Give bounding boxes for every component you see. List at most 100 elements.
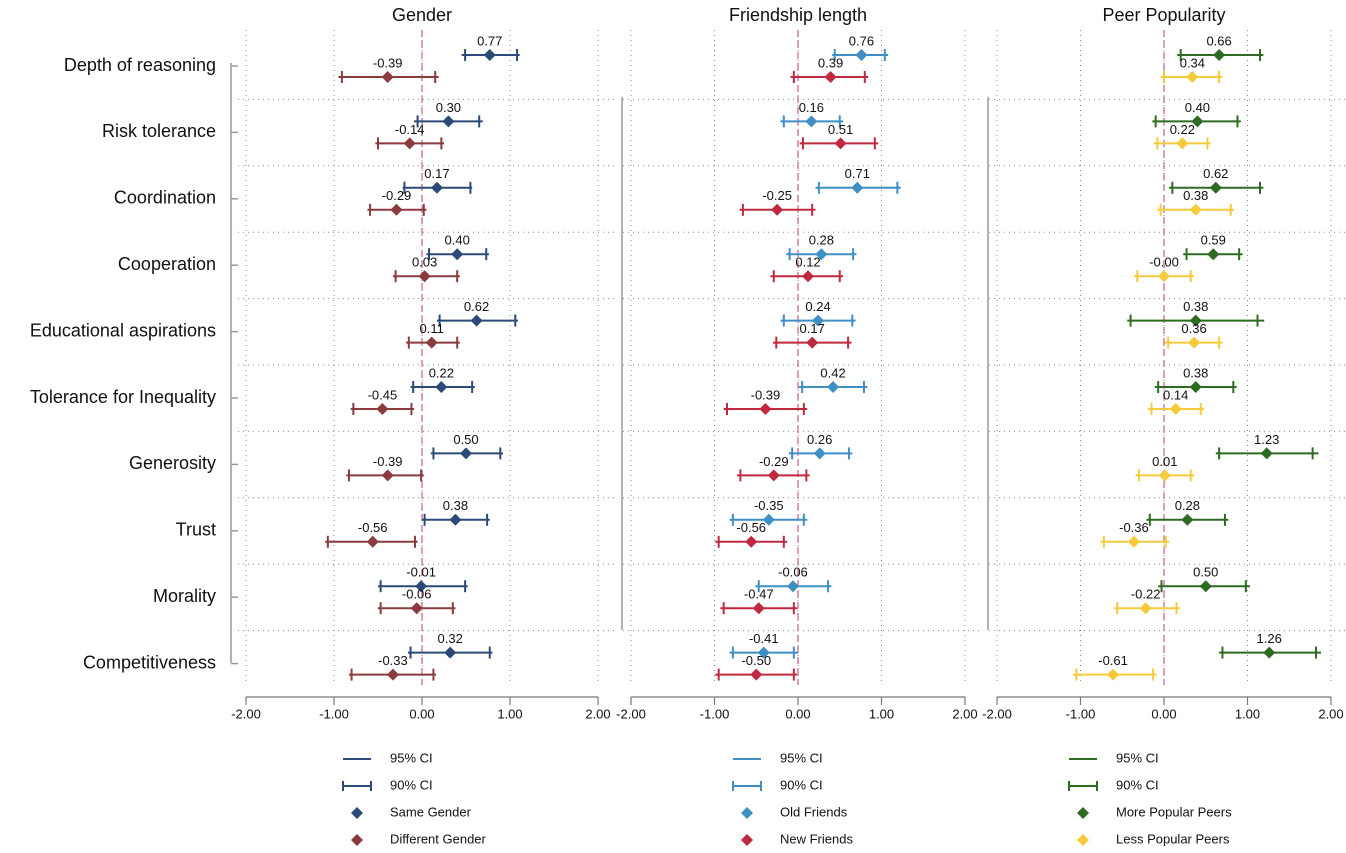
legend-label: New Friends — [780, 831, 853, 846]
value-label: 0.14 — [1163, 387, 1188, 402]
value-label: 0.38 — [1183, 365, 1208, 380]
point-estimate — [1189, 203, 1202, 216]
point-estimate — [767, 469, 780, 482]
point-estimate — [1107, 668, 1120, 681]
point-estimate — [470, 314, 483, 327]
legend-label: More Popular Peers — [1116, 804, 1232, 819]
point-estimate — [827, 381, 840, 393]
value-label: 0.12 — [795, 255, 820, 270]
value-label: -0.33 — [378, 653, 408, 668]
value-label: 0.42 — [820, 365, 845, 380]
point-estimate — [483, 49, 496, 61]
value-label: -0.39 — [373, 454, 403, 469]
legend-label: 90% CI — [390, 777, 433, 792]
x-tick-label: -2.00 — [616, 706, 646, 721]
value-label: 0.01 — [1152, 454, 1177, 469]
point-estimate — [1181, 513, 1194, 526]
point-estimate — [410, 602, 423, 615]
point-estimate — [813, 447, 826, 460]
legend-label: 90% CI — [780, 777, 823, 792]
point-estimate — [786, 580, 799, 593]
point-estimate — [815, 248, 828, 261]
x-tick-label: 1.00 — [1235, 706, 1260, 721]
point-estimate — [1169, 403, 1182, 415]
x-tick-label: -1.00 — [700, 706, 730, 721]
value-label: 0.28 — [1175, 498, 1200, 513]
x-tick-label: 2.00 — [952, 706, 977, 721]
point-estimate — [1260, 447, 1273, 460]
category-label: Risk tolerance — [102, 121, 216, 141]
point-estimate — [403, 137, 416, 150]
value-label: -0.06 — [778, 565, 808, 580]
point-estimate — [805, 115, 818, 128]
value-label: 1.26 — [1257, 631, 1282, 646]
value-label: -0.39 — [373, 55, 403, 70]
point-estimate — [1189, 381, 1202, 393]
legend-marker — [1077, 834, 1089, 846]
point-estimate — [1189, 314, 1202, 327]
legend-marker — [741, 807, 753, 819]
x-tick-label: -1.00 — [319, 706, 349, 721]
value-label: 0.40 — [1185, 100, 1210, 115]
legend-label: 95% CI — [780, 750, 823, 765]
legend-marker — [351, 834, 363, 846]
point-estimate — [771, 203, 784, 216]
point-estimate — [444, 646, 457, 659]
value-label: -0.39 — [751, 387, 781, 402]
value-label: -0.50 — [741, 653, 771, 668]
point-estimate — [757, 646, 770, 659]
category-label: Competitiveness — [83, 652, 216, 672]
panel-title: Gender — [392, 5, 452, 25]
value-label: 0.38 — [443, 498, 468, 513]
value-label: 0.66 — [1206, 33, 1231, 48]
point-estimate — [1213, 49, 1226, 61]
point-estimate — [812, 314, 825, 327]
point-estimate — [381, 71, 394, 83]
legend-marker — [351, 807, 363, 819]
category-label: Generosity — [129, 453, 216, 473]
panel-title: Peer Popularity — [1102, 5, 1225, 25]
point-estimate — [366, 535, 379, 548]
point-estimate — [435, 381, 448, 393]
point-estimate — [418, 270, 431, 283]
value-label: 0.38 — [1183, 299, 1208, 314]
value-label: 0.50 — [1193, 565, 1218, 580]
value-label: -0.41 — [749, 631, 779, 646]
legend-label: Same Gender — [390, 804, 472, 819]
point-estimate — [802, 270, 815, 283]
x-tick-label: -1.00 — [1066, 706, 1096, 721]
x-tick-label: 0.00 — [1151, 706, 1176, 721]
value-label: 0.11 — [420, 321, 444, 336]
point-estimate — [1209, 181, 1222, 194]
value-label: 0.32 — [438, 631, 463, 646]
point-estimate — [381, 469, 394, 482]
point-estimate — [451, 248, 464, 261]
value-label: 0.17 — [800, 321, 825, 336]
value-label: 0.76 — [849, 33, 874, 48]
value-label: 0.59 — [1201, 233, 1226, 248]
value-label: 0.34 — [1180, 55, 1205, 70]
point-estimate — [386, 668, 399, 681]
value-label: -0.29 — [759, 454, 789, 469]
value-label: -0.25 — [762, 188, 792, 203]
point-estimate — [1139, 602, 1152, 615]
value-label: 0.51 — [828, 122, 853, 137]
point-estimate — [460, 447, 472, 460]
value-label: 0.40 — [445, 233, 470, 248]
value-label: -0.01 — [406, 565, 436, 580]
legend-marker — [1077, 807, 1089, 819]
value-label: -0.06 — [402, 587, 432, 602]
value-label: 0.77 — [477, 33, 502, 48]
point-estimate — [855, 49, 868, 61]
value-label: 0.16 — [799, 100, 824, 115]
value-label: -0.36 — [1119, 520, 1149, 535]
value-label: 0.28 — [809, 233, 834, 248]
legend-label: Old Friends — [780, 804, 848, 819]
point-estimate — [745, 535, 758, 548]
x-tick-label: 1.00 — [869, 706, 894, 721]
point-estimate — [1176, 137, 1189, 150]
point-estimate — [449, 513, 462, 526]
value-label: 0.17 — [424, 166, 449, 181]
value-label: -0.61 — [1098, 653, 1128, 668]
